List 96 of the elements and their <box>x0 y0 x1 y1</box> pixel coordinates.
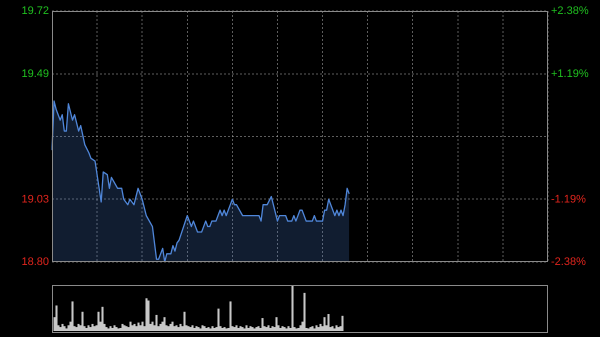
bar <box>133 324 136 331</box>
bar <box>115 327 118 331</box>
bar <box>283 327 286 331</box>
bar <box>193 328 196 331</box>
bar <box>101 306 104 331</box>
bar <box>191 325 194 331</box>
bar <box>171 322 174 331</box>
bar <box>253 328 256 331</box>
bar <box>267 325 270 331</box>
bar <box>323 317 326 331</box>
bar <box>269 328 272 331</box>
bar <box>65 328 68 331</box>
bar <box>141 322 144 331</box>
bar <box>131 325 134 331</box>
bar <box>279 328 282 331</box>
bar <box>237 328 240 331</box>
bar <box>145 298 148 331</box>
bar <box>235 325 238 331</box>
bar <box>111 328 114 331</box>
bar <box>315 325 318 331</box>
bar <box>335 325 338 331</box>
bar <box>211 326 214 331</box>
bar <box>121 324 124 331</box>
y2-tick-label: -2.38% <box>551 256 586 268</box>
bar <box>251 327 254 331</box>
bar <box>275 317 278 331</box>
bar <box>61 324 64 331</box>
bar <box>177 327 180 331</box>
bar <box>87 325 90 331</box>
bar <box>281 326 284 331</box>
bar <box>67 325 70 331</box>
bar <box>189 327 192 331</box>
bar <box>309 327 312 331</box>
bar <box>183 312 186 331</box>
bar <box>123 325 126 331</box>
bar <box>241 327 244 331</box>
bar <box>113 325 116 331</box>
bar <box>229 301 232 331</box>
bar <box>255 327 258 331</box>
bar <box>137 322 140 331</box>
bar <box>175 325 178 331</box>
y2-tick-label: -1.19% <box>551 193 586 206</box>
y-tick-label: 19.49 <box>21 68 49 80</box>
bar <box>239 326 242 331</box>
bar <box>201 325 204 331</box>
bar <box>333 328 336 331</box>
bar <box>199 328 202 331</box>
y-tick-label: 19.72 <box>21 5 49 18</box>
bar <box>63 326 66 331</box>
y-tick-label: 18.80 <box>21 256 49 268</box>
bar <box>91 324 94 331</box>
bar <box>313 328 316 331</box>
bar <box>207 327 210 331</box>
bar <box>155 314 158 331</box>
bar <box>217 308 220 331</box>
bar <box>203 326 206 331</box>
bar <box>107 328 110 331</box>
bar <box>245 325 248 331</box>
bar <box>81 312 84 331</box>
bar <box>163 317 166 331</box>
bar <box>71 301 74 331</box>
bar <box>341 316 344 331</box>
bar <box>297 328 300 331</box>
bar <box>243 328 246 331</box>
bar <box>247 328 250 331</box>
bar <box>319 324 322 331</box>
y2-tick-label: +2.38% <box>551 5 589 18</box>
bar <box>105 327 108 331</box>
bar <box>299 325 302 331</box>
bar <box>205 328 208 331</box>
bar <box>249 326 252 331</box>
bar <box>147 300 150 331</box>
bar <box>135 326 138 331</box>
bar <box>303 292 306 331</box>
bar <box>129 322 132 331</box>
bar <box>311 326 314 331</box>
bar <box>317 327 320 331</box>
bar <box>117 328 120 331</box>
bar <box>209 328 212 331</box>
bar <box>139 325 142 331</box>
bar <box>97 312 100 331</box>
bar <box>195 326 198 331</box>
bar <box>179 324 182 331</box>
bar <box>285 328 288 331</box>
y2-tick-label: +1.19% <box>551 68 589 80</box>
bar <box>261 318 264 331</box>
bar <box>197 327 200 331</box>
bar <box>109 326 112 331</box>
bar <box>291 286 294 331</box>
bar <box>119 328 122 331</box>
bar <box>223 327 226 331</box>
y-tick-label: 19.03 <box>21 193 49 206</box>
bar <box>327 314 330 331</box>
bar <box>55 305 58 331</box>
bar <box>169 324 172 331</box>
bar <box>89 327 92 331</box>
